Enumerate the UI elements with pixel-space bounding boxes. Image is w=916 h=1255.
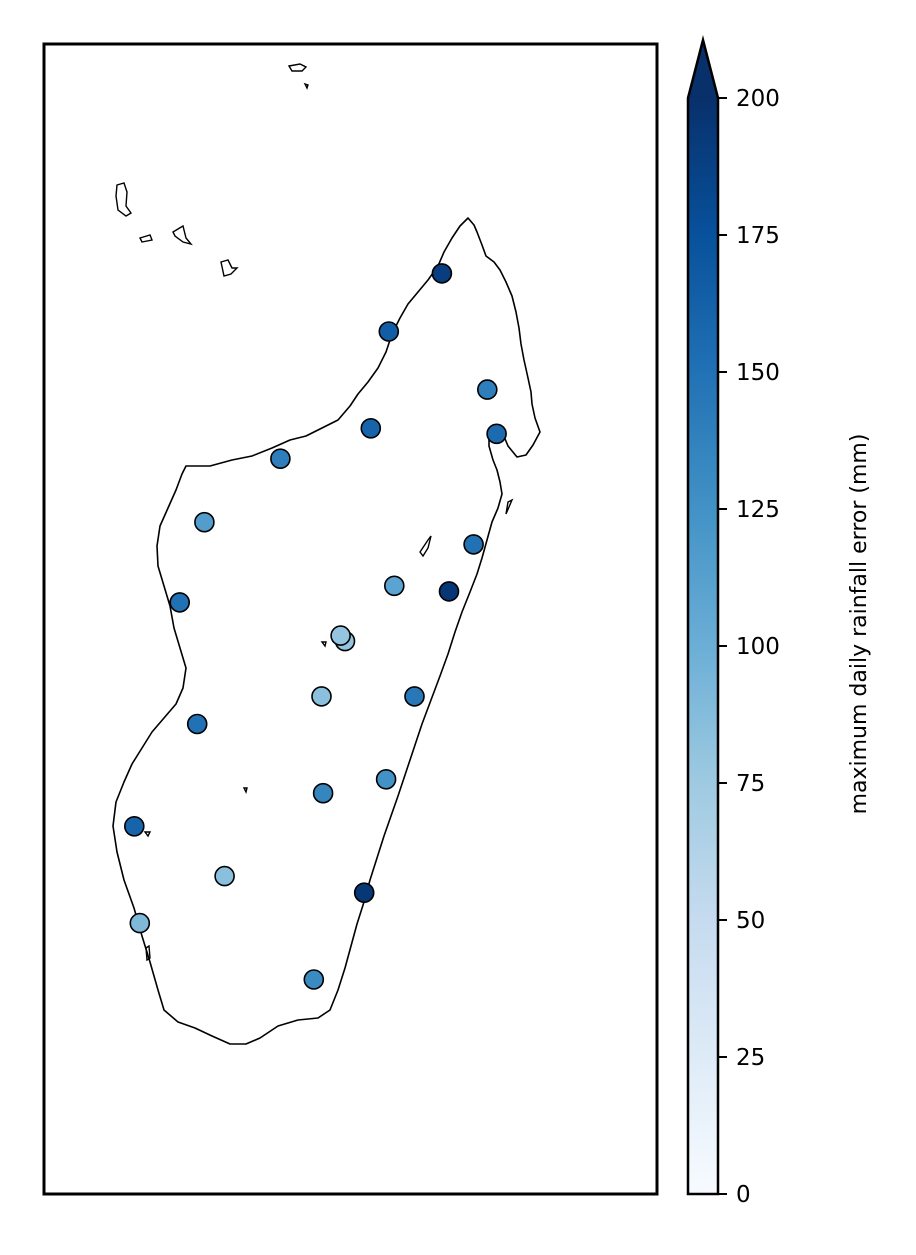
station-marker xyxy=(303,969,325,990)
island-tiny-2 xyxy=(505,498,514,515)
colorbar-extend-triangle xyxy=(688,40,718,98)
station-marker xyxy=(438,581,460,602)
station-marker xyxy=(476,379,498,400)
station-marker xyxy=(311,686,332,707)
madagascar-coastline xyxy=(112,217,541,1045)
station-marker xyxy=(375,768,397,790)
colorbar-label: maximum daily rainfall error (mm) xyxy=(847,434,872,815)
station-marker xyxy=(214,865,235,887)
station-marker xyxy=(431,263,453,284)
colorbar-gradient xyxy=(688,98,718,1194)
island-small-3 xyxy=(220,259,239,277)
colorbar: 0 25 50 75 100 125 150 175 200 maximum daily rai… xyxy=(686,35,872,1208)
colorbar-tick-label: 175 xyxy=(736,223,780,249)
colorbar-tick-label: 50 xyxy=(736,908,765,934)
station-marker xyxy=(353,882,375,904)
colorbar-tick-label: 25 xyxy=(736,1045,765,1071)
island-small-1 xyxy=(172,224,193,246)
island-tiny-5 xyxy=(143,831,152,838)
colorbar-tick-label: 150 xyxy=(736,360,780,386)
map-frame xyxy=(42,42,659,1196)
station-marker xyxy=(360,417,382,439)
station-marker xyxy=(124,815,145,837)
island-nosy-be xyxy=(115,182,133,217)
station-marker xyxy=(169,592,190,613)
island-glorieuses xyxy=(287,63,308,72)
station-marker xyxy=(486,423,507,445)
island-tiny-1 xyxy=(303,82,309,90)
station-marker xyxy=(463,534,484,555)
island-tiny-3 xyxy=(320,641,327,648)
station-marker xyxy=(129,912,151,934)
colorbar-tick-label: 100 xyxy=(736,634,780,660)
station-marker xyxy=(186,713,208,735)
station-marker xyxy=(378,321,400,342)
colorbar-tick-label: 125 xyxy=(736,497,780,523)
colorbar-tick-label: 200 xyxy=(736,86,780,112)
colorbar-outline xyxy=(686,35,720,1196)
station-marker xyxy=(194,511,215,533)
station-markers xyxy=(124,263,507,990)
island-tiny-6 xyxy=(145,944,151,962)
island-tiny-4 xyxy=(242,787,248,795)
station-marker xyxy=(270,448,291,470)
station-marker xyxy=(383,575,405,597)
station-marker xyxy=(404,686,425,707)
station-marker xyxy=(312,782,334,804)
colorbar-tick-label: 0 xyxy=(736,1182,751,1208)
island-sainte-marie xyxy=(419,535,432,558)
colorbar-tick-label: 75 xyxy=(736,771,765,797)
station-marker xyxy=(330,625,351,646)
island-small-2 xyxy=(139,234,153,243)
